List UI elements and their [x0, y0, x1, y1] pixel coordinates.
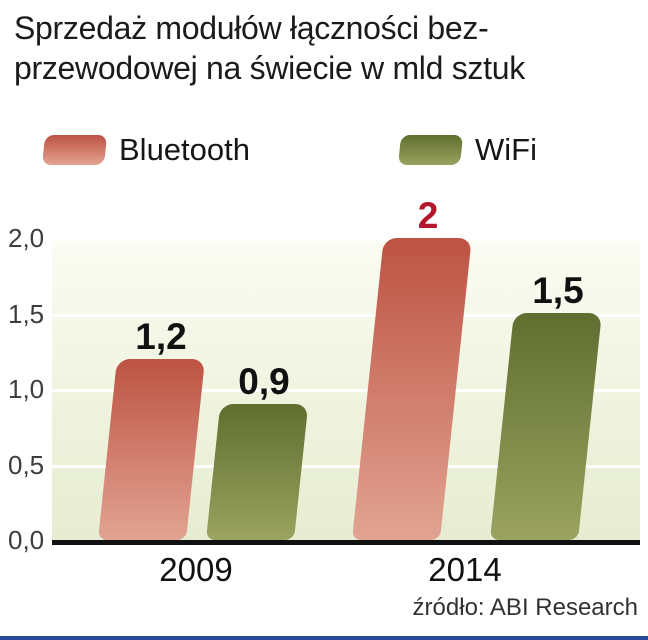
chart-title-line1: Sprzedaż modułów łączności bez-	[14, 10, 489, 46]
plot-area: 1,2 0,9 2 1,5	[52, 196, 640, 545]
category-label-2009: 2009	[159, 551, 233, 588]
bar-wifi-2009	[206, 404, 309, 540]
legend-swatch-wifi	[398, 135, 464, 165]
ytick-label-1,0: 1,0	[8, 374, 45, 404]
legend-label-wifi: WiFi	[475, 132, 537, 167]
category-label-2014: 2014	[428, 551, 502, 588]
value-label-wifi-2009: 0,9	[238, 361, 290, 402]
chart-title-line2: przewodowej na świecie w mld sztuk	[14, 50, 525, 86]
bar-bluetooth-2014	[352, 238, 472, 540]
ytick-label-0,5: 0,5	[8, 449, 45, 480]
bottom-blue-rule	[0, 636, 648, 640]
chart-title: Sprzedaż modułów łączności bez- przewodo…	[14, 8, 525, 88]
legend-item-wifi: WiFi	[398, 132, 537, 168]
value-label-bluetooth-2014: 2	[417, 195, 439, 236]
gridline-2,0	[52, 238, 640, 241]
bar-wifi-2014	[490, 313, 602, 540]
bar-bluetooth-2009	[98, 359, 206, 540]
value-label-wifi-2014: 1,5	[532, 270, 584, 311]
gridline-0,5	[52, 464, 640, 468]
ytick-label-1,5: 1,5	[8, 298, 45, 329]
x-axis-baseline	[52, 540, 640, 545]
value-label-bluetooth-2009: 1,2	[135, 316, 187, 357]
ytick-label-0,0: 0,0	[8, 525, 45, 555]
source-caption: źródło: ABI Research	[412, 594, 638, 621]
gridline-1,5	[52, 313, 640, 317]
y-axis-ticks: 2,0 1,5 1,0 0,5 0,0	[0, 0, 50, 640]
legend-item-bluetooth: Bluetooth	[42, 132, 250, 168]
gridline-1,0	[52, 389, 640, 392]
legend-label-bluetooth: Bluetooth	[119, 132, 250, 167]
legend-swatch-bluetooth	[42, 135, 108, 165]
ytick-label-2,0: 2,0	[8, 223, 45, 253]
